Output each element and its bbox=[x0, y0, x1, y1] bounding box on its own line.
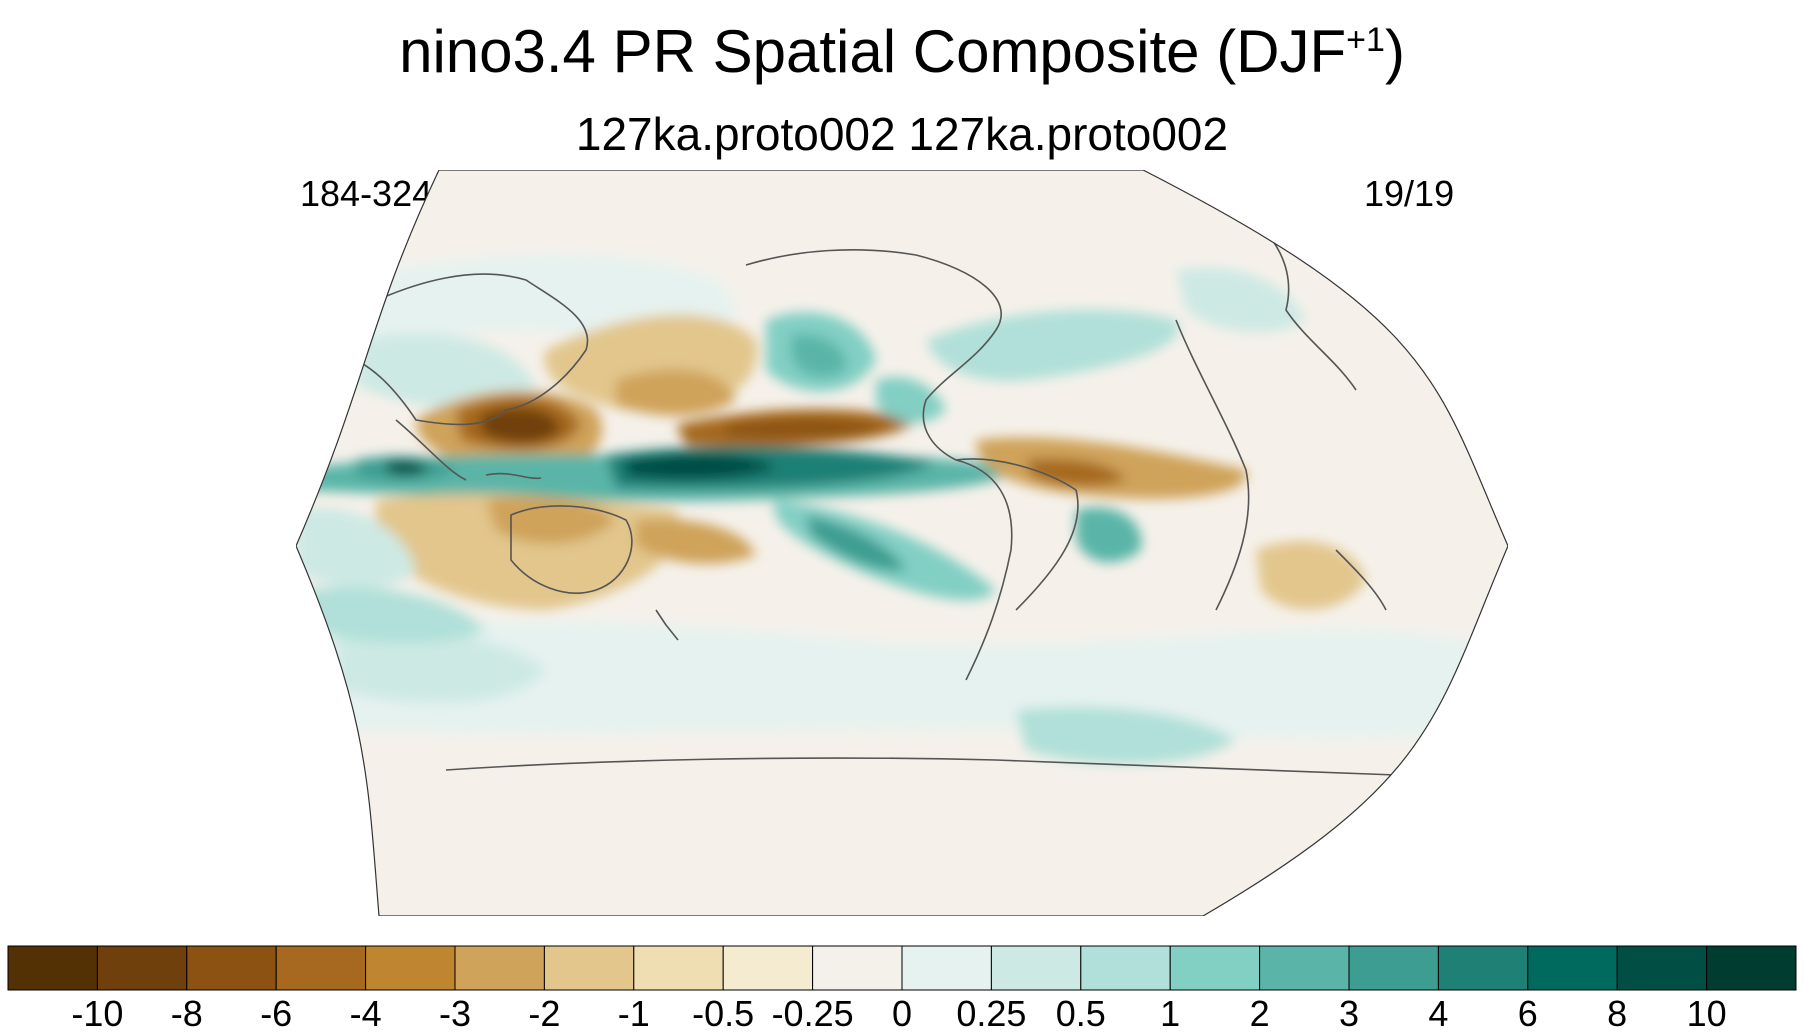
colorbar-swatch bbox=[1437, 945, 1529, 991]
colorbar-swatch bbox=[812, 945, 903, 991]
colorbar-tick-label: -2 bbox=[528, 993, 560, 1034]
colorbar-swatches bbox=[7, 945, 1797, 991]
colorbar-swatch bbox=[1706, 945, 1797, 991]
colorbar-tick-label: -3 bbox=[439, 993, 471, 1034]
precipitation-composite-map bbox=[296, 170, 1508, 916]
colorbar-swatch bbox=[96, 945, 188, 991]
map-boundary bbox=[296, 170, 1508, 916]
colorbar-tick-label: 4 bbox=[1428, 993, 1448, 1034]
colorbar-swatch bbox=[1527, 945, 1618, 991]
colorbar-tick-label: 10 bbox=[1687, 993, 1727, 1034]
colorbar-tick-label: -8 bbox=[171, 993, 203, 1034]
colorbar-swatch bbox=[454, 945, 545, 991]
colorbar-swatch bbox=[1616, 945, 1708, 991]
colorbar-tick-label: -0.5 bbox=[692, 993, 754, 1034]
colorbar-swatch bbox=[1259, 945, 1350, 991]
colorbar-swatch bbox=[1348, 945, 1439, 991]
coastlines bbox=[355, 209, 1397, 776]
chart-subtitle: 127ka.proto002 127ka.proto002 bbox=[575, 108, 1229, 160]
colorbar-tick-label: -4 bbox=[350, 993, 382, 1034]
colorbar-swatch bbox=[7, 945, 98, 991]
colorbar: -10 -8 -6 -4 -3 -2 -1 -0.5 -0.25 0 0.25 0.5 1 2 3 4 6 8 10 bbox=[7, 945, 1797, 1034]
colorbar-tick-label: 0.25 bbox=[956, 993, 1026, 1034]
colorbar-swatch bbox=[722, 945, 814, 991]
anomaly-field bbox=[296, 254, 1508, 764]
colorbar-tick-label: 6 bbox=[1518, 993, 1538, 1034]
colorbar-tick-label: -1 bbox=[618, 993, 650, 1034]
colorbar-tick-label: 3 bbox=[1339, 993, 1359, 1034]
colorbar-swatch bbox=[1080, 945, 1171, 991]
colorbar-swatch bbox=[901, 945, 992, 991]
chart-title: nino3.4 PR Spatial Composite (DJF+1) bbox=[0, 12, 1804, 92]
colorbar-tick-label: 2 bbox=[1250, 993, 1270, 1034]
colorbar-swatch bbox=[365, 945, 456, 991]
colorbar-tick-label: -0.25 bbox=[772, 993, 854, 1034]
year-range-label: 184-324 bbox=[300, 173, 433, 214]
colorbar-swatch bbox=[633, 945, 724, 991]
colorbar-swatch bbox=[1169, 945, 1261, 991]
colorbar-tick-label: 0 bbox=[892, 993, 912, 1034]
colorbar-tick-label: 1 bbox=[1160, 993, 1180, 1034]
chart-title-superscript: +1 bbox=[1346, 21, 1385, 59]
colorbar-swatch bbox=[275, 945, 367, 991]
colorbar-swatch bbox=[990, 945, 1082, 991]
colorbar-swatch bbox=[186, 945, 277, 991]
colorbar-tick-label: -10 bbox=[71, 993, 123, 1034]
event-count-label: 19/19 bbox=[1364, 173, 1455, 214]
chart-title-close: ) bbox=[1384, 18, 1405, 85]
colorbar-tick-label: 8 bbox=[1607, 993, 1627, 1034]
colorbar-labels: -10 -8 -6 -4 -3 -2 -1 -0.5 -0.25 0 0.25 0.5 1 2 3 4 6 8 10 bbox=[71, 993, 1726, 1034]
chart-title-main: nino3.4 PR Spatial Composite (DJF bbox=[399, 18, 1347, 85]
colorbar-swatch bbox=[543, 945, 635, 991]
colorbar-tick-label: 0.5 bbox=[1056, 993, 1106, 1034]
colorbar-tick-label: -6 bbox=[260, 993, 292, 1034]
